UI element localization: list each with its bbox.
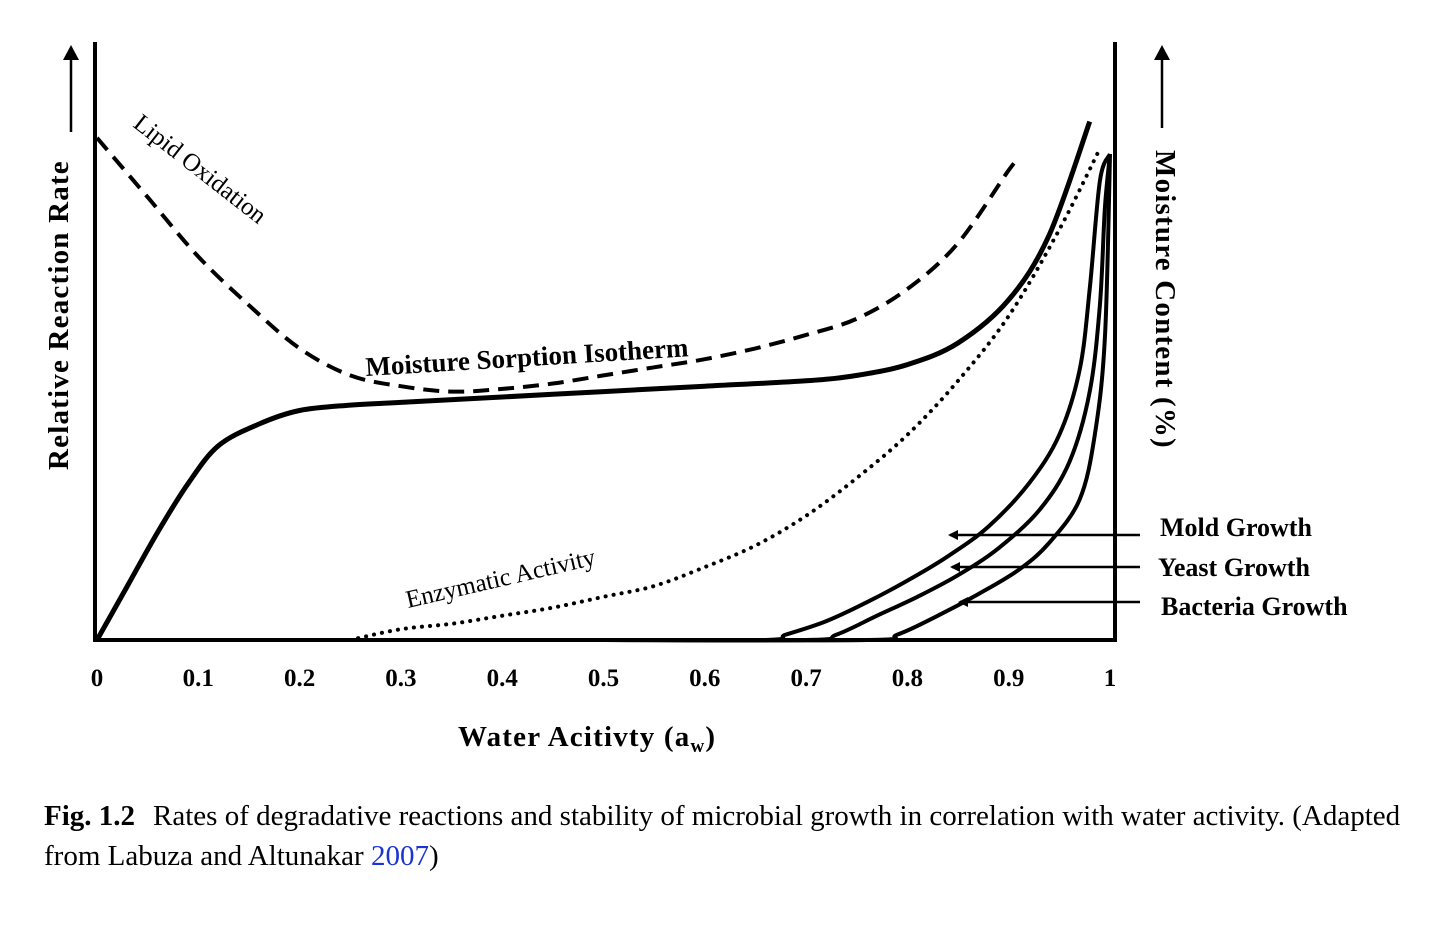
right-axis-arrow bbox=[1154, 45, 1170, 128]
series-line-moisture-sorption-isotherm bbox=[94, 120, 1093, 642]
right-axis-title: Moisture Content (%) bbox=[1149, 150, 1181, 449]
left-axis-title-text: Relative Reaction Rate bbox=[43, 160, 75, 470]
x-tick-label: 0.7 bbox=[790, 665, 821, 692]
x-axis-title-main: Water Acitivty (a bbox=[458, 721, 690, 753]
figure-caption: Fig. 1.2 Rates of degradative reactions a… bbox=[44, 796, 1414, 876]
left-axis-title: Relative Reaction Rate bbox=[43, 160, 75, 470]
x-axis-title: Water Acitivty (aw) bbox=[458, 721, 716, 757]
x-tick-label: 0.9 bbox=[993, 665, 1024, 692]
lipid-oxidation-label-text: Lipid Oxidation bbox=[128, 109, 271, 229]
x-tick-label: 0.8 bbox=[892, 665, 923, 692]
caption-text: Rates of degradative reactions and stabi… bbox=[44, 800, 1401, 872]
moisture-sorption-label-text: Moisture Sorption Isotherm bbox=[365, 332, 690, 382]
legend-bacteria-growth: Bacteria Growth bbox=[1161, 592, 1348, 621]
enzymatic-activity-label: Enzymatic Activity bbox=[403, 544, 598, 614]
x-tick-label: 0.1 bbox=[183, 665, 214, 692]
lipid-oxidation-label: Lipid Oxidation bbox=[128, 109, 271, 229]
x-tick-label: 0.3 bbox=[385, 665, 416, 692]
x-tick-label: 0.6 bbox=[689, 665, 720, 692]
legend: Mold Growth Yeast Growth Bacteria Growth bbox=[948, 513, 1348, 621]
x-tick-labels: 0 0.1 0.2 0.3 0.4 0.5 0.6 0.7 0.8 0.9 1 bbox=[91, 665, 1117, 692]
x-tick-label: 0.2 bbox=[284, 665, 315, 692]
left-axis-arrow bbox=[63, 45, 79, 132]
series-line-lipid-oxidation bbox=[95, 136, 1021, 394]
x-tick-label: 0 bbox=[91, 665, 104, 692]
curves bbox=[94, 120, 1112, 643]
x-tick-label: 0.4 bbox=[487, 665, 519, 692]
right-axis-title-text: Moisture Content (%) bbox=[1149, 150, 1181, 449]
legend-mold-growth: Mold Growth bbox=[1160, 513, 1312, 542]
series-line-enzymatic-activity bbox=[348, 146, 1102, 642]
series-line-bacteria-growth bbox=[603, 153, 1112, 643]
moisture-sorption-label: Moisture Sorption Isotherm bbox=[365, 332, 690, 382]
caption-closing: ) bbox=[428, 840, 439, 872]
legend-yeast-growth: Yeast Growth bbox=[1158, 553, 1310, 582]
x-axis-title-sub: w bbox=[690, 736, 705, 757]
chart: Relative Reaction Rate Moisture Content … bbox=[43, 42, 1348, 757]
x-axis-title-end: ) bbox=[705, 721, 716, 753]
x-tick-label: 1 bbox=[1104, 665, 1117, 692]
enzymatic-activity-label-text: Enzymatic Activity bbox=[403, 544, 598, 614]
figure-number: Fig. 1.2 bbox=[44, 800, 136, 832]
citation-link[interactable]: 2007 bbox=[370, 840, 429, 872]
x-tick-label: 0.5 bbox=[588, 665, 619, 692]
